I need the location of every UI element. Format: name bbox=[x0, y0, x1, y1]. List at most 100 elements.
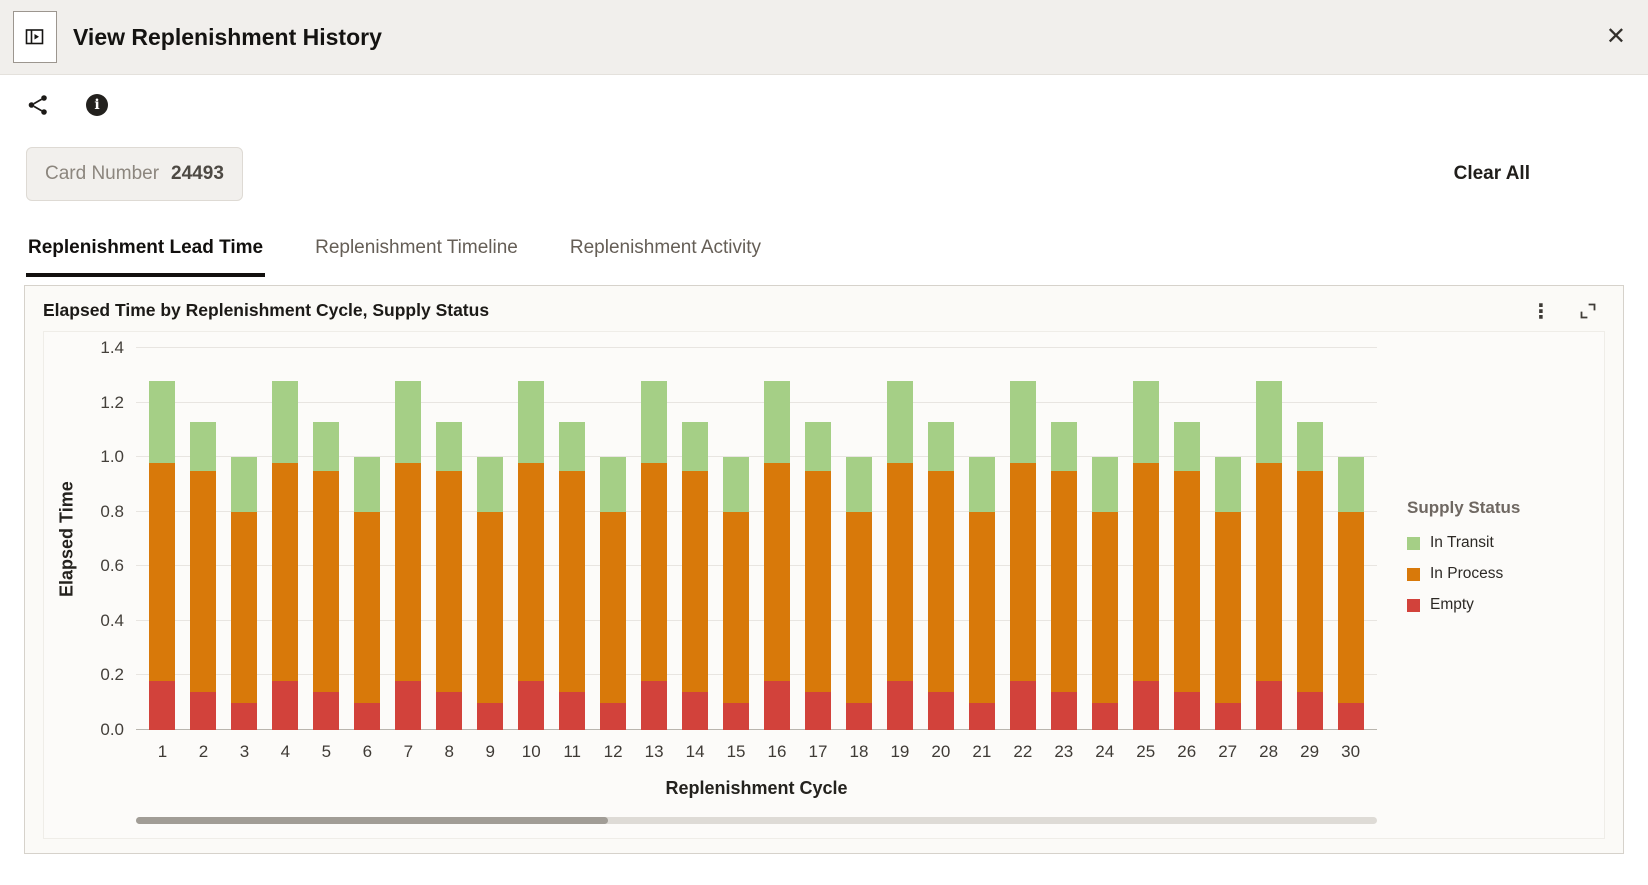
bar-segment-empty[interactable] bbox=[190, 691, 217, 730]
bar-segment-in-transit[interactable] bbox=[477, 457, 504, 512]
bar-segment-empty[interactable] bbox=[231, 702, 258, 730]
bar-stack[interactable] bbox=[1050, 348, 1077, 730]
bar-column[interactable] bbox=[1289, 348, 1330, 730]
bar-column[interactable] bbox=[388, 348, 429, 730]
bar-column[interactable] bbox=[183, 348, 224, 730]
bar-column[interactable] bbox=[306, 348, 347, 730]
bar-stack[interactable] bbox=[1009, 348, 1036, 730]
bar-segment-in-transit[interactable] bbox=[641, 380, 668, 463]
bar-segment-in-process[interactable] bbox=[1009, 462, 1036, 681]
bar-segment-empty[interactable] bbox=[313, 691, 340, 730]
bar-stack[interactable] bbox=[600, 348, 627, 730]
bar-column[interactable] bbox=[1043, 348, 1084, 730]
bar-segment-in-transit[interactable] bbox=[395, 380, 422, 463]
bar-column[interactable] bbox=[757, 348, 798, 730]
bar-column[interactable] bbox=[838, 348, 879, 730]
bar-stack[interactable] bbox=[968, 348, 995, 730]
bar-column[interactable] bbox=[920, 348, 961, 730]
bar-stack[interactable] bbox=[641, 348, 668, 730]
bar-stack[interactable] bbox=[395, 348, 422, 730]
bar-segment-empty[interactable] bbox=[968, 702, 995, 730]
bar-segment-in-process[interactable] bbox=[927, 470, 954, 692]
bar-segment-in-transit[interactable] bbox=[927, 421, 954, 471]
share-button[interactable] bbox=[26, 93, 50, 117]
legend-item[interactable]: Empty bbox=[1407, 596, 1592, 614]
panel-toggle-button[interactable] bbox=[13, 11, 57, 63]
bar-stack[interactable] bbox=[1296, 348, 1323, 730]
bar-segment-empty[interactable] bbox=[804, 691, 831, 730]
bar-stack[interactable] bbox=[518, 348, 545, 730]
bar-segment-in-process[interactable] bbox=[1132, 462, 1159, 681]
bar-column[interactable] bbox=[879, 348, 920, 730]
bar-column[interactable] bbox=[142, 348, 183, 730]
bar-segment-empty[interactable] bbox=[1091, 702, 1118, 730]
bar-stack[interactable] bbox=[1337, 348, 1364, 730]
bar-segment-in-process[interactable] bbox=[1296, 470, 1323, 692]
legend-item[interactable]: In Process bbox=[1407, 565, 1592, 583]
bar-segment-in-process[interactable] bbox=[1214, 511, 1241, 703]
bar-column[interactable] bbox=[429, 348, 470, 730]
bar-stack[interactable] bbox=[436, 348, 463, 730]
bar-segment-in-process[interactable] bbox=[764, 462, 791, 681]
bar-segment-empty[interactable] bbox=[1296, 691, 1323, 730]
bar-segment-empty[interactable] bbox=[764, 680, 791, 730]
bar-column[interactable] bbox=[1330, 348, 1371, 730]
bar-segment-in-transit[interactable] bbox=[1255, 380, 1282, 463]
bar-segment-in-process[interactable] bbox=[190, 470, 217, 692]
bar-column[interactable] bbox=[675, 348, 716, 730]
bar-stack[interactable] bbox=[1091, 348, 1118, 730]
bar-stack[interactable] bbox=[477, 348, 504, 730]
bar-segment-in-process[interactable] bbox=[1050, 470, 1077, 692]
bar-segment-in-process[interactable] bbox=[804, 470, 831, 692]
bar-column[interactable] bbox=[1248, 348, 1289, 730]
bar-segment-in-transit[interactable] bbox=[313, 421, 340, 471]
bar-segment-empty[interactable] bbox=[436, 691, 463, 730]
bar-segment-in-process[interactable] bbox=[477, 511, 504, 703]
bar-segment-in-transit[interactable] bbox=[1132, 380, 1159, 463]
chart-scrollbar[interactable] bbox=[136, 817, 1377, 824]
bar-column[interactable] bbox=[1084, 348, 1125, 730]
bar-column[interactable] bbox=[511, 348, 552, 730]
bar-segment-in-transit[interactable] bbox=[1214, 457, 1241, 512]
bar-segment-in-transit[interactable] bbox=[559, 421, 586, 471]
bar-column[interactable] bbox=[961, 348, 1002, 730]
bar-column[interactable] bbox=[1166, 348, 1207, 730]
bar-stack[interactable] bbox=[231, 348, 258, 730]
bar-column[interactable] bbox=[798, 348, 839, 730]
expand-button[interactable] bbox=[1579, 302, 1597, 320]
bar-segment-in-transit[interactable] bbox=[600, 457, 627, 512]
bar-segment-empty[interactable] bbox=[559, 691, 586, 730]
bar-stack[interactable] bbox=[886, 348, 913, 730]
bar-segment-empty[interactable] bbox=[886, 680, 913, 730]
bar-segment-in-transit[interactable] bbox=[1337, 457, 1364, 512]
bar-segment-in-transit[interactable] bbox=[968, 457, 995, 512]
bar-column[interactable] bbox=[1002, 348, 1043, 730]
bar-segment-empty[interactable] bbox=[1009, 680, 1036, 730]
bar-segment-in-process[interactable] bbox=[600, 511, 627, 703]
bar-column[interactable] bbox=[1125, 348, 1166, 730]
bar-segment-in-transit[interactable] bbox=[190, 421, 217, 471]
bar-segment-empty[interactable] bbox=[723, 702, 750, 730]
bar-segment-in-transit[interactable] bbox=[1009, 380, 1036, 463]
bar-column[interactable] bbox=[716, 348, 757, 730]
bar-segment-empty[interactable] bbox=[518, 680, 545, 730]
legend-item[interactable]: In Transit bbox=[1407, 534, 1592, 552]
bar-segment-in-process[interactable] bbox=[723, 511, 750, 703]
bar-segment-empty[interactable] bbox=[1132, 680, 1159, 730]
bar-segment-empty[interactable] bbox=[1214, 702, 1241, 730]
bar-segment-in-transit[interactable] bbox=[845, 457, 872, 512]
bar-segment-empty[interactable] bbox=[682, 691, 709, 730]
bar-segment-empty[interactable] bbox=[600, 702, 627, 730]
bar-segment-in-transit[interactable] bbox=[272, 380, 299, 463]
bar-stack[interactable] bbox=[313, 348, 340, 730]
bar-segment-in-process[interactable] bbox=[1337, 511, 1364, 703]
bar-segment-empty[interactable] bbox=[1173, 691, 1200, 730]
tab-replenishment-timeline[interactable]: Replenishment Timeline bbox=[313, 237, 520, 277]
bar-segment-in-process[interactable] bbox=[1091, 511, 1118, 703]
close-button[interactable]: ✕ bbox=[1606, 25, 1626, 49]
bar-segment-in-process[interactable] bbox=[436, 470, 463, 692]
bar-segment-in-process[interactable] bbox=[354, 511, 381, 703]
bar-segment-in-transit[interactable] bbox=[804, 421, 831, 471]
bar-segment-in-transit[interactable] bbox=[723, 457, 750, 512]
bar-segment-in-transit[interactable] bbox=[149, 380, 176, 463]
